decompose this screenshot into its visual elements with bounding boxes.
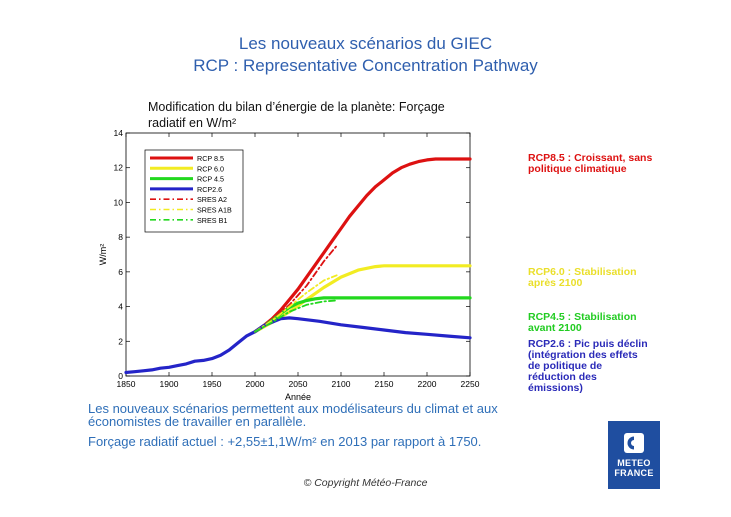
logo-text-line1: METEO [617, 458, 651, 468]
x-axis-label: Année [285, 392, 311, 402]
series-line-rcp2-6 [124, 316, 472, 375]
annotation-rcp26-line1: RCP2.6 : Pic puis déclin [528, 338, 648, 350]
chart-title-line2: radiatif en W/m² [148, 116, 237, 130]
annotation-rcp85-line2: politique climatique [528, 163, 627, 175]
copyright-notice: © Copyright Météo-France [303, 477, 428, 489]
legend-label: SRES B1 [197, 216, 227, 225]
meteo-france-logo: METEO FRANCE [608, 421, 660, 489]
y-tick-label: 2 [118, 336, 123, 346]
annotation-rcp26-line3: de politique de [528, 360, 603, 372]
x-tick-label: 2250 [461, 379, 480, 389]
series-line-rcp-8-5 [253, 157, 472, 334]
body-paragraph-1: Les nouveaux scénarios permettent aux mo… [88, 402, 498, 428]
annotation-rcp26: RCP2.6 : Pic puis déclin (intégration de… [528, 339, 648, 394]
legend-label: SRES A2 [197, 195, 227, 204]
y-tick-label: 10 [114, 197, 124, 207]
body-paragraph-1-line2: économistes de travailler en parallèle. [88, 414, 307, 429]
y-tick-label: 12 [114, 163, 124, 173]
annotation-rcp45-line1: RCP4.5 : Stabilisation [528, 311, 637, 323]
annotation-rcp85: RCP8.5 : Croissant, sans politique clima… [528, 153, 652, 175]
x-tick-label: 2150 [375, 379, 394, 389]
x-tick-label: 1950 [203, 379, 222, 389]
x-tick-label: 2000 [246, 379, 265, 389]
y-tick-label: 6 [118, 267, 123, 277]
y-tick-label: 14 [114, 128, 124, 138]
slide-title-line2: RCP : Representative Concentration Pathw… [193, 56, 538, 75]
x-tick-label: 2100 [332, 379, 351, 389]
slide-title-line1: Les nouveaux scénarios du GIEC [238, 34, 493, 53]
body-paragraph-2: Forçage radiatif actuel : +2,55±1,1W/m² … [88, 434, 482, 449]
annotation-rcp60-line2: après 2100 [528, 277, 583, 289]
x-tick-label: 1900 [160, 379, 179, 389]
y-tick-label: 4 [118, 302, 123, 312]
y-tick-label: 0 [118, 371, 123, 381]
x-tick-label: 1850 [117, 379, 136, 389]
logo-text-line2: FRANCE [614, 468, 654, 478]
x-tick-label: 2200 [418, 379, 437, 389]
chart-title-line1: Modification du bilan d’énergie de la pl… [148, 100, 445, 114]
legend-label: RCP 8.5 [197, 154, 224, 163]
annotation-rcp45: RCP4.5 : Stabilisation avant 2100 [528, 312, 637, 334]
annotation-rcp45-line2: avant 2100 [528, 322, 582, 334]
legend-label: RCP 4.5 [197, 175, 224, 184]
annotation-rcp26-line2: (intégration des effets [528, 349, 638, 361]
legend-label: RCP2.6 [197, 185, 222, 194]
annotation-rcp26-line4: réduction des [528, 371, 597, 383]
legend-label: RCP 6.0 [197, 164, 224, 173]
annotation-rcp60: RCP6.0 : Stabilisation après 2100 [528, 267, 637, 289]
meteo-france-emblem-icon [624, 433, 644, 453]
annotation-rcp26-line5: émissions) [528, 382, 583, 394]
y-tick-label: 8 [118, 232, 123, 242]
series-line-sres-a1b [254, 274, 338, 333]
legend-label: SRES A1B [197, 206, 232, 215]
legend-box [144, 149, 244, 233]
body-paragraph-1-line1: Les nouveaux scénarios permettent aux mo… [88, 401, 498, 416]
annotation-rcp85-line1: RCP8.5 : Croissant, sans [528, 152, 653, 164]
x-tick-label: 2050 [289, 379, 308, 389]
annotation-rcp60-line1: RCP6.0 : Stabilisation [528, 266, 637, 278]
y-axis-label: W/m² [98, 244, 108, 266]
series-line-sres-b1 [254, 299, 338, 333]
